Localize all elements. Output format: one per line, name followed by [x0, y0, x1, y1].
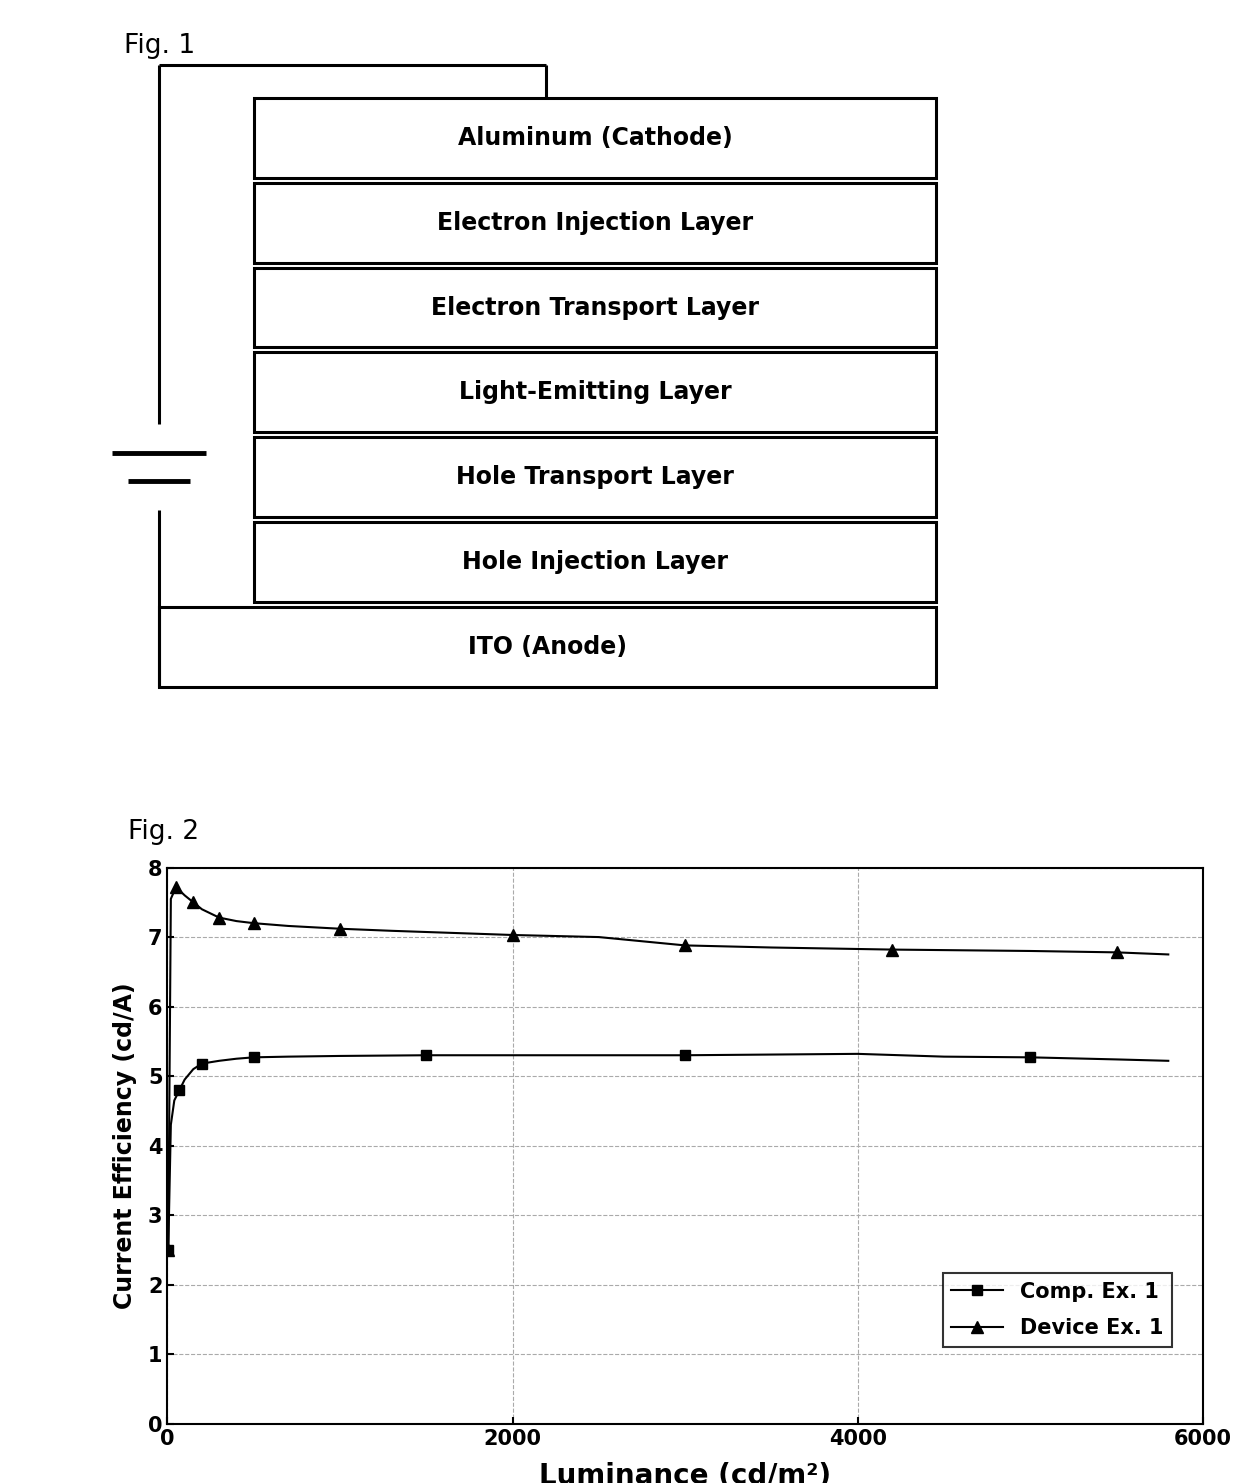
Comp. Ex. 1 [177, 1071, 192, 1089]
FancyBboxPatch shape [254, 353, 936, 433]
Line: Device Ex. 1: Device Ex. 1 [162, 881, 1174, 1256]
Text: Fig. 1: Fig. 1 [124, 33, 195, 59]
Device Ex. 1 [164, 890, 179, 908]
Device Ex. 1 [247, 914, 262, 933]
Line: Comp. Ex. 1: Comp. Ex. 1 [164, 1048, 1173, 1255]
Device Ex. 1 [169, 878, 184, 896]
Text: Electron Injection Layer: Electron Injection Layer [438, 211, 753, 234]
FancyBboxPatch shape [254, 98, 936, 178]
Comp. Ex. 1 [1161, 1051, 1176, 1069]
FancyBboxPatch shape [254, 267, 936, 347]
Comp. Ex. 1 [164, 1115, 179, 1133]
Comp. Ex. 1 [280, 1047, 295, 1065]
Text: Light-Emitting Layer: Light-Emitting Layer [459, 380, 732, 405]
Comp. Ex. 1 [229, 1050, 244, 1068]
Device Ex. 1 [505, 925, 520, 943]
Comp. Ex. 1 [167, 1091, 182, 1109]
Comp. Ex. 1 [936, 1047, 951, 1065]
Comp. Ex. 1 [212, 1051, 227, 1069]
Device Ex. 1 [186, 893, 201, 911]
Device Ex. 1 [1161, 946, 1176, 964]
FancyBboxPatch shape [254, 437, 936, 518]
Device Ex. 1 [280, 916, 295, 934]
Comp. Ex. 1 [332, 1047, 347, 1065]
Text: Fig. 2: Fig. 2 [128, 819, 198, 845]
Device Ex. 1 [677, 937, 692, 955]
Comp. Ex. 1 [851, 1046, 866, 1063]
Device Ex. 1 [764, 939, 779, 957]
Comp. Ex. 1 [419, 1047, 434, 1065]
Comp. Ex. 1 [172, 1081, 187, 1099]
Comp. Ex. 1 [677, 1047, 692, 1065]
X-axis label: Luminance (cd/m²): Luminance (cd/m²) [539, 1462, 831, 1483]
Comp. Ex. 1 [591, 1047, 606, 1065]
Comp. Ex. 1 [505, 1047, 520, 1065]
Device Ex. 1 [884, 940, 899, 958]
FancyBboxPatch shape [254, 522, 936, 602]
Comp. Ex. 1 [161, 1241, 176, 1259]
Device Ex. 1 [195, 900, 210, 918]
Comp. Ex. 1 [247, 1048, 262, 1066]
Device Ex. 1 [1109, 943, 1123, 961]
Text: Hole Transport Layer: Hole Transport Layer [456, 466, 734, 489]
Text: Hole Injection Layer: Hole Injection Layer [463, 550, 728, 574]
Device Ex. 1 [384, 922, 399, 940]
Device Ex. 1 [212, 909, 227, 927]
Comp. Ex. 1 [186, 1060, 201, 1078]
Comp. Ex. 1 [195, 1054, 210, 1072]
Device Ex. 1 [177, 887, 192, 905]
FancyBboxPatch shape [254, 182, 936, 262]
Y-axis label: Current Efficiency (cd/A): Current Efficiency (cd/A) [113, 982, 136, 1309]
Device Ex. 1 [229, 912, 244, 930]
Comp. Ex. 1 [1023, 1048, 1038, 1066]
Device Ex. 1 [332, 919, 347, 937]
Device Ex. 1 [591, 928, 606, 946]
Device Ex. 1 [161, 1241, 176, 1259]
Comp. Ex. 1 [1109, 1050, 1123, 1068]
Text: Aluminum (Cathode): Aluminum (Cathode) [458, 126, 733, 150]
FancyBboxPatch shape [159, 607, 936, 687]
Device Ex. 1 [1023, 942, 1038, 960]
Legend: Comp. Ex. 1, Device Ex. 1: Comp. Ex. 1, Device Ex. 1 [942, 1274, 1172, 1347]
Text: Electron Transport Layer: Electron Transport Layer [432, 295, 759, 319]
Text: ITO (Anode): ITO (Anode) [467, 635, 627, 658]
